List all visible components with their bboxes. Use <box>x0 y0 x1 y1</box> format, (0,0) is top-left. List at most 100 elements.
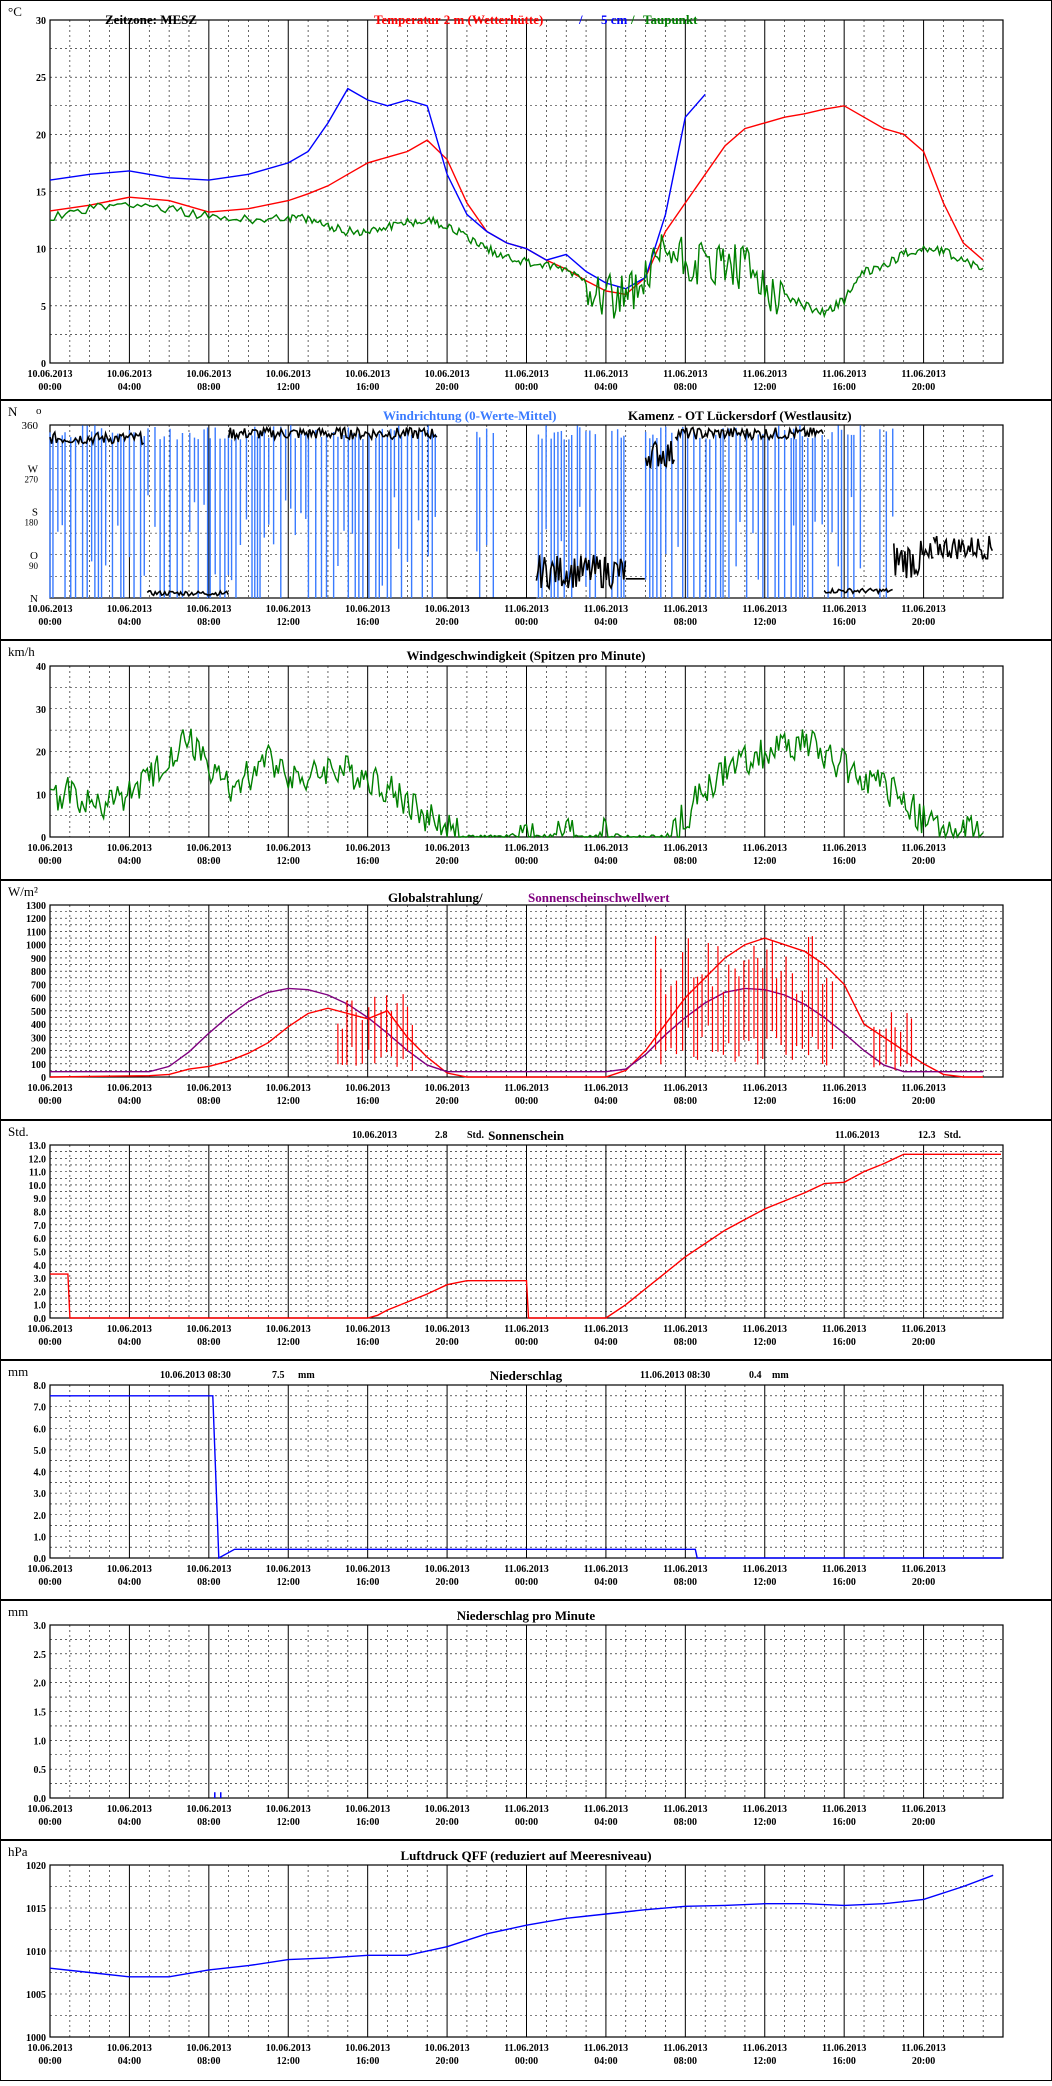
x-tick-time: 04:00 <box>118 1337 141 1348</box>
y-tick-label: 360 <box>22 420 39 432</box>
x-tick-time: 12:00 <box>753 1577 776 1588</box>
y-axis-ticks: 0 100 200 300 400 500 600 700 800 900 1000 1100 1200… <box>26 901 46 1084</box>
y-tick-label: 0 <box>41 833 46 844</box>
x-tick-time: 12:00 <box>277 2056 300 2067</box>
wind-direction-mean <box>146 589 230 597</box>
y-tick-label: 2.0 <box>34 1287 47 1298</box>
x-tick-date: 10.06.2013 <box>425 2043 470 2054</box>
x-tick-date: 11.06.2013 <box>901 1564 945 1575</box>
degree-mark: o <box>36 405 42 417</box>
plot-grid <box>50 20 1003 363</box>
x-tick-date: 11.06.2013 <box>901 2043 945 2054</box>
x-tick-time: 00:00 <box>38 1337 61 1348</box>
plot-frame <box>49 1144 1004 1319</box>
title-part: 5 cm <box>601 12 628 27</box>
y-tick-label: 100 <box>31 1060 46 1071</box>
y-tick-number: 90 <box>29 561 39 571</box>
x-tick-date: 10.06.2013 <box>186 604 231 615</box>
wind-direction-mean <box>49 429 145 447</box>
x-tick-date: 11.06.2013 <box>743 369 787 380</box>
chart-title: Niederschlag pro Minute <box>457 1608 596 1623</box>
annotation-date: 10.06.2013 08:30 <box>160 1370 231 1381</box>
x-axis-ticks: 10.06.2013 00:00 10.06.2013 04:00 10.06.2013… <box>28 843 946 867</box>
y-tick-label: 0 <box>41 359 46 370</box>
y-tick-label: 300 <box>31 1033 46 1044</box>
y-axis-ticks: 360 W S O N 270 180 90 <box>22 420 39 605</box>
y-tick-number: 270 <box>25 474 39 484</box>
y-tick-label: 2.0 <box>34 1511 47 1522</box>
y-tick-label: 20 <box>36 130 46 141</box>
x-tick-time: 04:00 <box>594 1096 617 1107</box>
y-tick-label: 7.0 <box>34 1403 47 1414</box>
x-tick-date: 11.06.2013 <box>584 369 628 380</box>
x-tick-date: 11.06.2013 <box>584 1324 628 1335</box>
x-tick-date: 11.06.2013 <box>901 604 945 615</box>
x-tick-time: 04:00 <box>118 617 141 628</box>
x-tick-time: 12:00 <box>753 856 776 867</box>
y-tick-label: 5.0 <box>34 1446 47 1457</box>
x-tick-date: 10.06.2013 <box>28 1083 73 1094</box>
x-tick-time: 00:00 <box>38 1577 61 1588</box>
x-tick-time: 16:00 <box>356 382 379 393</box>
y-tick-label: 1.0 <box>34 1301 47 1312</box>
x-tick-date: 11.06.2013 <box>504 1324 548 1335</box>
x-tick-date: 11.06.2013 <box>663 1804 707 1815</box>
y-tick-label: 30 <box>36 16 46 27</box>
x-tick-date: 11.06.2013 <box>663 1324 707 1335</box>
y-tick-label: 800 <box>31 967 46 978</box>
chart-title-purple: Sonnenscheinschwellwert <box>528 890 670 905</box>
x-tick-time: 04:00 <box>118 2056 141 2067</box>
x-tick-date: 10.06.2013 <box>425 369 470 380</box>
series-line <box>49 105 984 296</box>
y-tick-label: 1000 <box>26 941 46 952</box>
annotation-date: 10.06.2013 <box>352 1130 397 1141</box>
title-timezone: Zeitzone: MESZ <box>105 12 197 27</box>
wind-direction-mean <box>823 586 893 596</box>
annotation-date: 11.06.2013 08:30 <box>640 1370 710 1381</box>
y-axis-ticks: 0.0 1.0 2.0 3.0 4.0 5.0 6.0 7.0 8.0 <box>34 1381 47 1565</box>
x-tick-time: 12:00 <box>277 1096 300 1107</box>
y-tick-label: 25 <box>36 73 46 84</box>
x-tick-date: 11.06.2013 <box>822 1564 866 1575</box>
title-part: / <box>630 12 635 27</box>
y-unit-label: W/m² <box>8 884 38 899</box>
x-tick-date: 11.06.2013 <box>822 2043 866 2054</box>
x-tick-time: 12:00 <box>753 1337 776 1348</box>
x-tick-date: 11.06.2013 <box>584 1083 628 1094</box>
y-tick-label: 1015 <box>26 1904 46 1915</box>
wind-direction-mean <box>674 425 824 442</box>
x-tick-time: 16:00 <box>832 1096 855 1107</box>
plot-grid <box>50 1865 1003 2037</box>
x-tick-date: 11.06.2013 <box>504 843 548 854</box>
chart-panel-7: 10.06.2013 00:00 10.06.2013 04:00 10.06.2013… <box>0 1600 1052 1840</box>
x-tick-date: 10.06.2013 <box>28 843 73 854</box>
x-tick-time: 20:00 <box>912 617 935 628</box>
x-tick-date: 11.06.2013 <box>504 2043 548 2054</box>
y-tick-label: 3.0 <box>34 1274 47 1285</box>
y-tick-label: 1005 <box>26 1990 46 2001</box>
x-tick-date: 10.06.2013 <box>425 843 470 854</box>
x-tick-time: 12:00 <box>753 617 776 628</box>
x-tick-date: 11.06.2013 <box>504 1083 548 1094</box>
x-tick-time: 12:00 <box>277 382 300 393</box>
x-tick-date: 11.06.2013 <box>901 369 945 380</box>
x-tick-date: 10.06.2013 <box>186 1564 231 1575</box>
x-tick-date: 10.06.2013 <box>107 369 152 380</box>
x-tick-time: 08:00 <box>197 1817 220 1828</box>
x-tick-time: 08:00 <box>674 1817 697 1828</box>
y-tick-label: 0.5 <box>34 1765 47 1776</box>
y-tick-label: 11.0 <box>29 1168 46 1179</box>
x-tick-date: 11.06.2013 <box>822 1324 866 1335</box>
x-tick-date: 10.06.2013 <box>186 2043 231 2054</box>
x-tick-date: 10.06.2013 <box>107 1804 152 1815</box>
y-unit-label: N <box>8 404 18 419</box>
title-part: / <box>578 12 583 27</box>
x-axis-ticks: 10.06.2013 00:00 10.06.2013 04:00 10.06.2013… <box>28 604 946 628</box>
x-tick-time: 00:00 <box>38 1096 61 1107</box>
y-unit-label: mm <box>8 1364 28 1379</box>
x-tick-date: 11.06.2013 <box>584 2043 628 2054</box>
y-tick-label: 1100 <box>27 927 46 938</box>
x-tick-time: 16:00 <box>832 856 855 867</box>
y-tick-label: 700 <box>31 980 46 991</box>
y-axis-ticks: 1000 1005 1010 1015 1020 <box>26 1861 46 2044</box>
